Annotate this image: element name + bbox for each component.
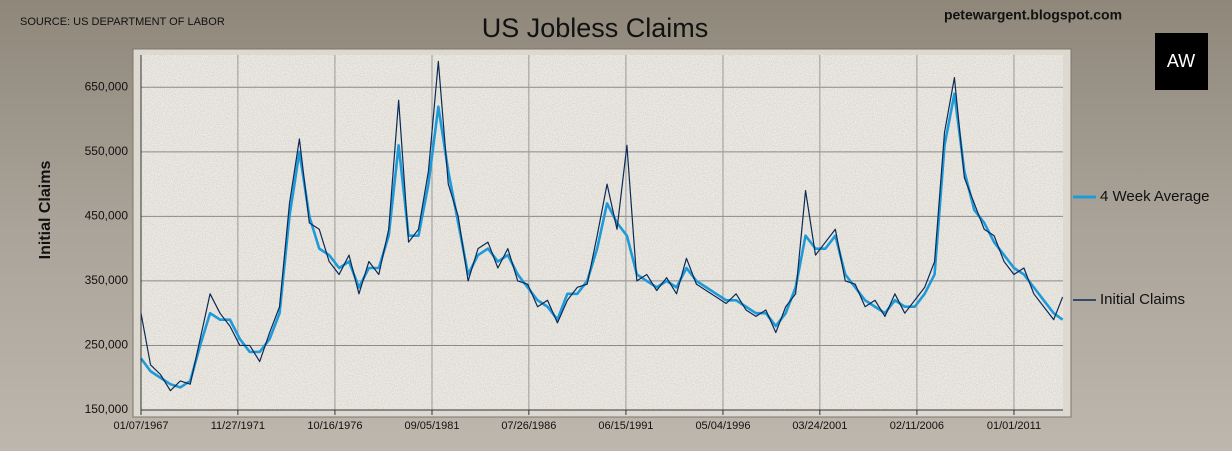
legend-label: 4 Week Average: [1100, 188, 1210, 205]
x-tick-label: 05/04/1996: [695, 420, 750, 432]
chart-title: US Jobless Claims: [482, 13, 709, 43]
source-note: SOURCE: US DEPARTMENT OF LABOR: [20, 16, 225, 28]
y-tick-label: 550,000: [85, 144, 129, 158]
y-tick-label: 150,000: [85, 402, 129, 416]
y-tick-label: 250,000: [85, 338, 129, 352]
x-tick-label: 01/01/2011: [987, 420, 1041, 432]
x-tick-label: 11/27/1971: [211, 420, 265, 432]
series-lines: [139, 60, 1064, 392]
site-credit: petewargent.blogspot.com: [944, 7, 1122, 23]
axes: 150,000 250,000 350,000 450,000 550,000 650,0…: [85, 55, 1063, 432]
y-tick-label: 350,000: [85, 273, 129, 287]
logo-box: [1155, 33, 1208, 90]
logo-text: AW: [1167, 51, 1195, 71]
x-tick-label: 07/26/1986: [501, 420, 556, 432]
x-tick-label: 03/24/2001: [792, 420, 847, 432]
y-tick-label: 450,000: [85, 209, 129, 223]
legend: 4 Week Average Initial Claims: [1073, 188, 1210, 308]
x-tick-label: 09/05/1981: [404, 420, 459, 432]
x-tick-label: 06/15/1991: [598, 420, 653, 432]
y-axis-title: Initial Claims: [37, 161, 54, 260]
legend-label: Initial Claims: [1100, 291, 1185, 308]
x-tick-label: 10/16/1976: [307, 420, 362, 432]
series-line: [140, 60, 1064, 392]
x-tick-label: 01/07/1967: [113, 420, 168, 432]
y-tick-label: 650,000: [85, 79, 129, 93]
x-tick-label: 02/11/2006: [890, 420, 944, 432]
